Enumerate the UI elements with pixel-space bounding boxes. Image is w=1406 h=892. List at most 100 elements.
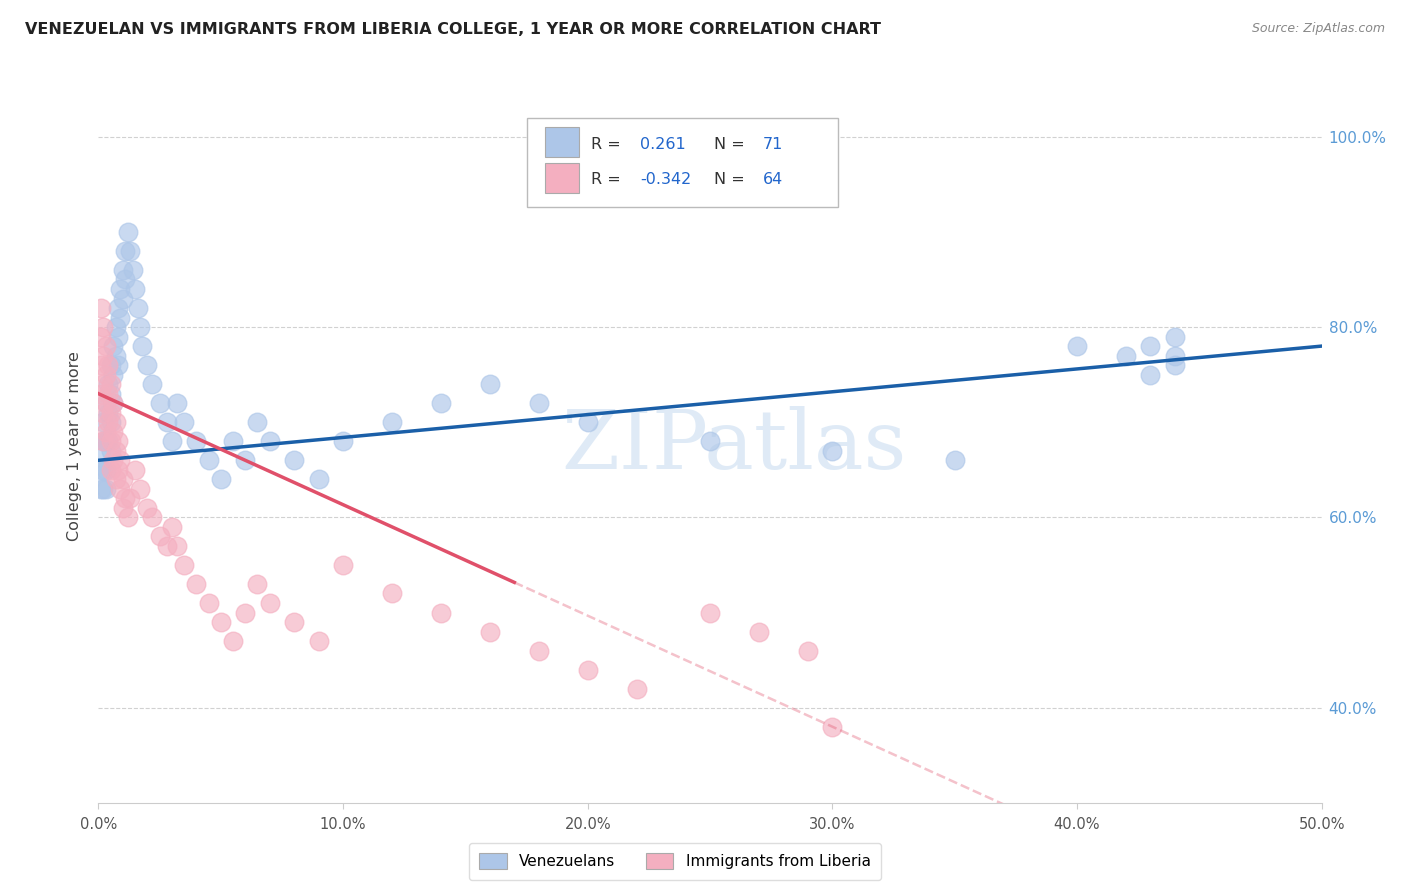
Point bbox=[94, 368, 117, 382]
Point bbox=[173, 558, 195, 572]
Point bbox=[100, 358, 122, 372]
Point bbox=[107, 434, 129, 449]
Point bbox=[381, 586, 404, 600]
Point bbox=[259, 434, 281, 449]
Point bbox=[943, 453, 966, 467]
Point bbox=[100, 463, 122, 477]
Point bbox=[117, 225, 139, 239]
Point bbox=[101, 368, 124, 382]
FancyBboxPatch shape bbox=[526, 118, 838, 207]
Point bbox=[173, 415, 195, 429]
Point bbox=[1066, 339, 1088, 353]
Text: R =: R = bbox=[592, 172, 626, 187]
Point bbox=[110, 310, 132, 325]
Point bbox=[576, 415, 599, 429]
Point bbox=[111, 263, 134, 277]
Point bbox=[101, 396, 124, 410]
Point bbox=[527, 643, 550, 657]
Point bbox=[94, 434, 117, 449]
Text: R =: R = bbox=[592, 136, 626, 152]
Point bbox=[100, 434, 122, 449]
Text: 71: 71 bbox=[762, 136, 783, 152]
Point bbox=[107, 301, 129, 315]
Point bbox=[129, 320, 152, 334]
Point bbox=[97, 386, 120, 401]
Point bbox=[209, 615, 232, 629]
Point bbox=[91, 434, 114, 449]
Point bbox=[90, 463, 112, 477]
Point bbox=[114, 491, 136, 506]
Point bbox=[121, 263, 143, 277]
Point bbox=[100, 386, 122, 401]
Legend: Venezuelans, Immigrants from Liberia: Venezuelans, Immigrants from Liberia bbox=[468, 843, 882, 880]
Point bbox=[104, 349, 127, 363]
Text: -0.342: -0.342 bbox=[640, 172, 692, 187]
Point bbox=[117, 510, 139, 524]
Point bbox=[246, 577, 269, 591]
Text: 0.261: 0.261 bbox=[640, 136, 686, 152]
Point bbox=[430, 396, 453, 410]
Point bbox=[308, 472, 330, 486]
Point bbox=[91, 320, 114, 334]
Point bbox=[246, 415, 269, 429]
Point bbox=[111, 500, 134, 515]
Point bbox=[97, 406, 120, 420]
Point bbox=[110, 282, 132, 296]
Point bbox=[197, 453, 219, 467]
Point bbox=[100, 406, 122, 420]
Text: 64: 64 bbox=[762, 172, 783, 187]
Point bbox=[222, 434, 245, 449]
Point bbox=[97, 358, 120, 372]
Point bbox=[100, 443, 122, 458]
Point bbox=[576, 663, 599, 677]
Point bbox=[1164, 358, 1187, 372]
Point bbox=[259, 596, 281, 610]
Point bbox=[131, 339, 153, 353]
Point bbox=[90, 443, 112, 458]
Point bbox=[90, 329, 112, 343]
Point bbox=[283, 615, 305, 629]
Point bbox=[94, 425, 117, 439]
Point bbox=[110, 482, 132, 496]
Y-axis label: College, 1 year or more: College, 1 year or more bbox=[67, 351, 83, 541]
Text: Source: ZipAtlas.com: Source: ZipAtlas.com bbox=[1251, 22, 1385, 36]
Point bbox=[104, 415, 127, 429]
FancyBboxPatch shape bbox=[546, 162, 579, 193]
Point bbox=[90, 482, 112, 496]
Point bbox=[91, 463, 114, 477]
Point bbox=[107, 358, 129, 372]
Point bbox=[91, 482, 114, 496]
Point bbox=[141, 377, 163, 392]
Point bbox=[308, 634, 330, 648]
Point bbox=[186, 577, 208, 591]
Point bbox=[233, 453, 256, 467]
Point bbox=[129, 482, 152, 496]
Point bbox=[821, 720, 844, 734]
Point bbox=[166, 396, 188, 410]
Point bbox=[104, 472, 127, 486]
Point bbox=[1164, 329, 1187, 343]
Point bbox=[111, 292, 134, 306]
Point bbox=[94, 339, 117, 353]
Point bbox=[97, 377, 120, 392]
Point bbox=[1164, 349, 1187, 363]
Text: ZIPatlas: ZIPatlas bbox=[562, 406, 907, 486]
Point bbox=[101, 425, 124, 439]
Point bbox=[94, 396, 117, 410]
Point bbox=[1139, 339, 1161, 353]
Point bbox=[197, 596, 219, 610]
Point bbox=[748, 624, 770, 639]
Point bbox=[107, 463, 129, 477]
Point bbox=[332, 558, 354, 572]
Point bbox=[94, 396, 117, 410]
Point bbox=[478, 624, 501, 639]
Point bbox=[100, 415, 122, 429]
Point bbox=[91, 377, 114, 392]
Point bbox=[127, 301, 149, 315]
Point bbox=[114, 272, 136, 286]
Point bbox=[222, 634, 245, 648]
Point bbox=[797, 643, 820, 657]
Point bbox=[209, 472, 232, 486]
Point bbox=[626, 681, 648, 696]
Point bbox=[136, 500, 159, 515]
